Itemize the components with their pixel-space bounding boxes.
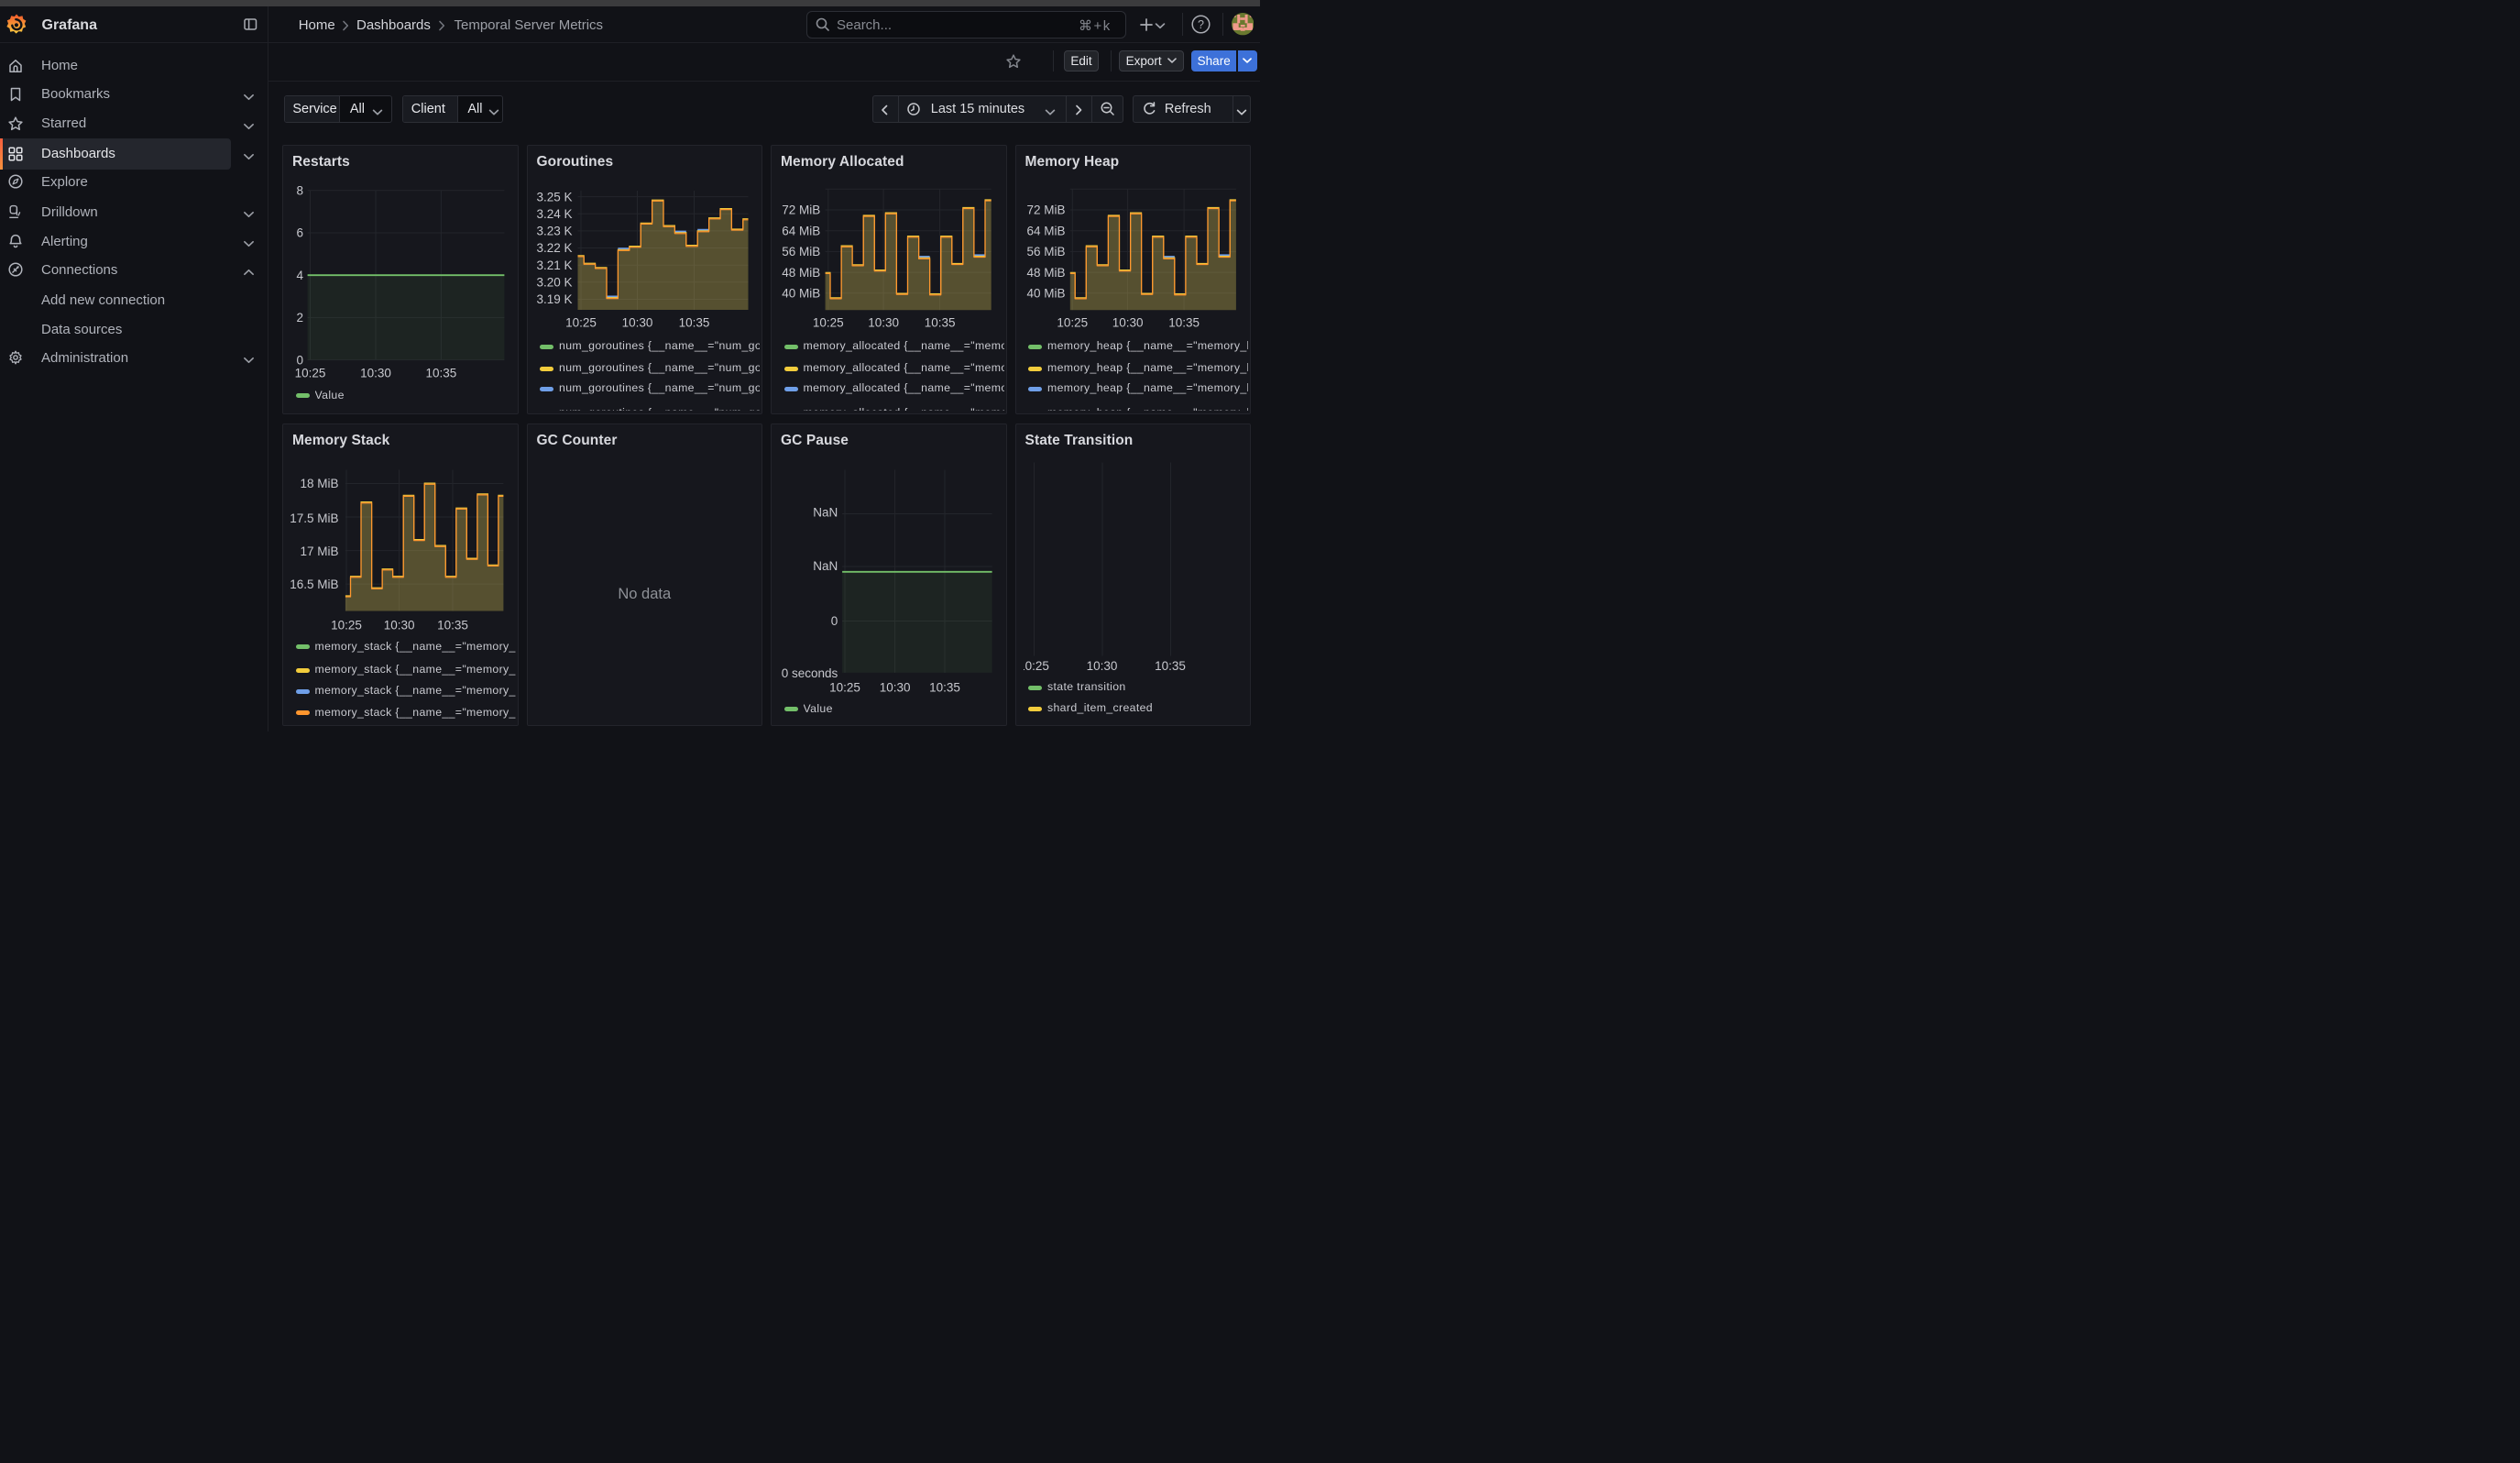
svg-text:3.20 K: 3.20 K (536, 276, 572, 290)
svg-text:6: 6 (296, 226, 303, 240)
svg-text:17 MiB: 17 MiB (300, 544, 338, 558)
svg-text:10:35: 10:35 (929, 680, 960, 694)
svg-text:10:35: 10:35 (437, 618, 468, 632)
svg-text:48 MiB: 48 MiB (782, 266, 820, 280)
svg-text:4: 4 (296, 269, 303, 282)
svg-text:10:30: 10:30 (1112, 315, 1143, 329)
svg-text:10:25: 10:25 (813, 315, 844, 329)
svg-text:10:35: 10:35 (925, 315, 956, 329)
svg-text:10:30: 10:30 (880, 680, 911, 694)
svg-text:56 MiB: 56 MiB (782, 245, 820, 258)
svg-text:0 seconds: 0 seconds (782, 666, 838, 680)
svg-text:NaN: NaN (813, 505, 838, 519)
svg-text:64 MiB: 64 MiB (782, 224, 820, 237)
svg-text:3.22 K: 3.22 K (536, 241, 572, 255)
svg-text:64 MiB: 64 MiB (1026, 224, 1065, 237)
svg-text:8: 8 (296, 184, 303, 198)
svg-text:10:35: 10:35 (426, 367, 457, 380)
svg-text:10:25: 10:25 (829, 680, 860, 694)
svg-text:3.24 K: 3.24 K (536, 207, 572, 221)
svg-text:10:30: 10:30 (868, 315, 899, 329)
svg-text:3.25 K: 3.25 K (536, 190, 572, 204)
svg-text:3.19 K: 3.19 K (536, 292, 572, 306)
svg-text:10:35: 10:35 (678, 315, 709, 329)
svg-text:72 MiB: 72 MiB (1026, 204, 1065, 217)
svg-text:0: 0 (831, 613, 838, 627)
svg-text:10:25: 10:25 (331, 618, 362, 632)
svg-text:10:25: 10:25 (1057, 315, 1088, 329)
svg-text:10:25: 10:25 (295, 367, 326, 380)
svg-text:2: 2 (296, 311, 303, 324)
svg-text:10:35: 10:35 (1168, 315, 1200, 329)
svg-text:48 MiB: 48 MiB (1026, 266, 1065, 280)
svg-text:10:30: 10:30 (621, 315, 652, 329)
svg-text:3.23 K: 3.23 K (536, 225, 572, 238)
svg-text:40 MiB: 40 MiB (782, 287, 820, 301)
svg-text:10:25: 10:25 (565, 315, 597, 329)
svg-text:16.5 MiB: 16.5 MiB (290, 578, 338, 591)
svg-text:0: 0 (296, 353, 303, 367)
svg-text:72 MiB: 72 MiB (782, 204, 820, 217)
svg-text:56 MiB: 56 MiB (1026, 245, 1065, 258)
svg-text:NaN: NaN (813, 558, 838, 572)
svg-text:3.21 K: 3.21 K (536, 258, 572, 272)
svg-text:17.5 MiB: 17.5 MiB (290, 511, 338, 524)
svg-text:40 MiB: 40 MiB (1026, 287, 1065, 301)
svg-text:18 MiB: 18 MiB (300, 477, 338, 490)
svg-text:10:30: 10:30 (360, 367, 391, 380)
svg-text:10:30: 10:30 (384, 618, 415, 632)
svg-text:?: ? (1198, 18, 1204, 31)
